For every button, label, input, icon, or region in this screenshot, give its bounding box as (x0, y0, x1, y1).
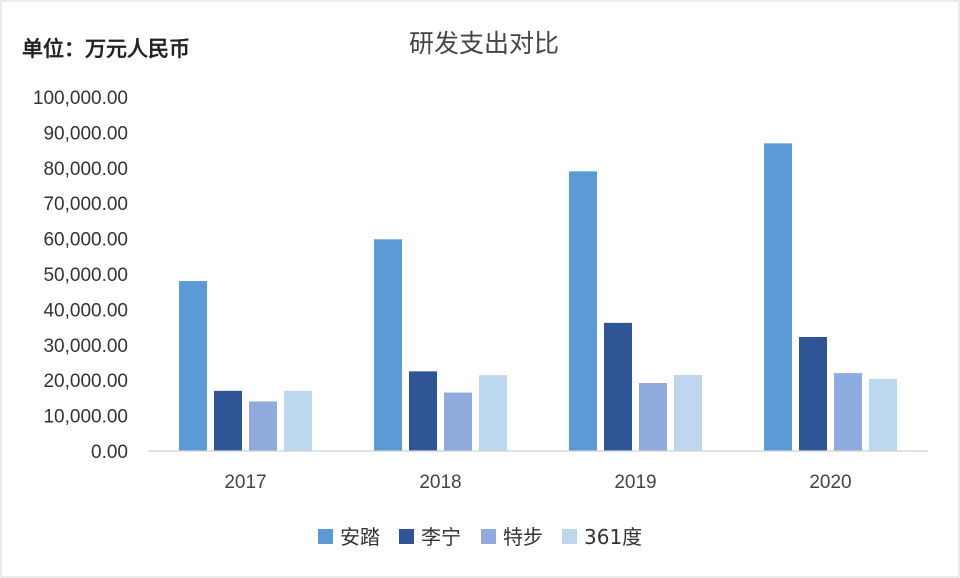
bar-2019-李宁 (604, 322, 632, 451)
x-tick-label: 2018 (419, 472, 461, 493)
bar-2017-李宁 (214, 390, 242, 451)
y-tick-label: 100,000.00 (33, 88, 128, 109)
y-tick-label: 60,000.00 (43, 230, 128, 251)
legend-swatch (318, 529, 333, 544)
bar-2020-李宁 (799, 337, 827, 451)
legend-label: 李宁 (421, 525, 461, 549)
y-tick-label: 50,000.00 (43, 265, 128, 286)
y-tick-label: 20,000.00 (43, 371, 128, 392)
chart-title: 研发支出对比 (409, 29, 559, 58)
bar-2017-特步 (249, 401, 277, 451)
bar-2018-安踏 (374, 239, 402, 451)
y-tick-label: 90,000.00 (43, 123, 128, 144)
bar-2018-361度 (479, 375, 507, 451)
y-tick-label: 40,000.00 (43, 300, 128, 321)
x-tick-label: 2017 (224, 472, 266, 493)
bar-2019-安踏 (569, 171, 597, 451)
x-tick-label: 2019 (614, 472, 656, 493)
legend-label: 安踏 (340, 525, 380, 549)
legend-swatch (562, 529, 577, 544)
unit-label: 单位：万元人民币 (22, 37, 190, 61)
bar-2020-安踏 (764, 143, 792, 451)
legend-swatch (481, 529, 496, 544)
y-tick-label: 0.00 (91, 442, 128, 463)
bar-2020-特步 (834, 373, 862, 451)
legend-swatch (399, 529, 414, 544)
x-axis-labels: 2017 2018 2019 2020 (224, 472, 851, 493)
legend-label: 361度 (584, 525, 642, 549)
x-tick-label: 2020 (809, 472, 851, 493)
bar-2017-安踏 (179, 281, 207, 451)
bar-2018-特步 (444, 392, 472, 451)
bar-2017-361度 (284, 390, 312, 451)
bar-2020-361度 (869, 378, 897, 451)
legend: 安踏 李宁 特步 361度 (318, 525, 642, 549)
bar-2018-李宁 (409, 371, 437, 451)
y-tick-label: 70,000.00 (43, 194, 128, 215)
y-tick-label: 30,000.00 (43, 336, 128, 357)
bar-2019-361度 (674, 374, 702, 451)
bar-2019-特步 (639, 383, 667, 451)
y-tick-label: 10,000.00 (43, 407, 128, 428)
bars-group (179, 143, 897, 451)
legend-label: 特步 (503, 525, 543, 549)
y-axis: 0.00 10,000.00 20,000.00 30,000.00 40,000.00… (33, 88, 128, 463)
y-tick-label: 80,000.00 (43, 159, 128, 180)
